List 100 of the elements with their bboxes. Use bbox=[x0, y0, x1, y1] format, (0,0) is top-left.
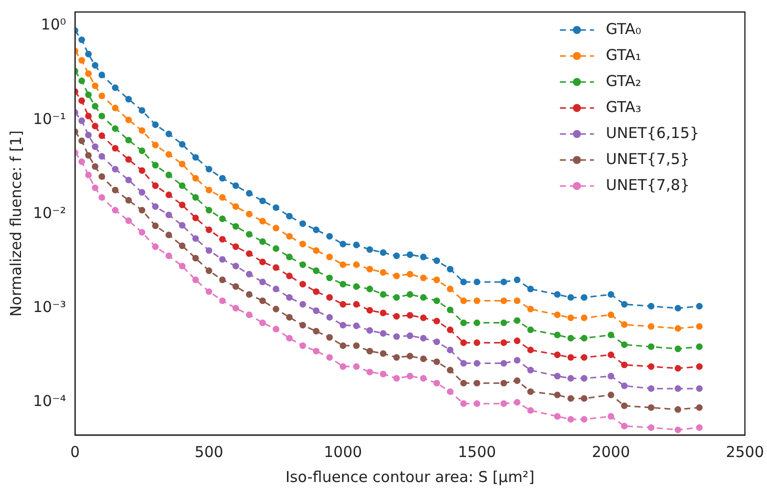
point bbox=[446, 388, 454, 395]
point bbox=[299, 261, 306, 268]
x-axis-title: Iso-fluence contour area: S [μm²] bbox=[286, 468, 534, 486]
y-tick-label: 10⁻¹ bbox=[32, 110, 66, 128]
point bbox=[527, 388, 534, 395]
point bbox=[312, 307, 320, 314]
point bbox=[192, 154, 199, 161]
point bbox=[112, 166, 119, 172]
point bbox=[353, 261, 360, 268]
point bbox=[554, 332, 561, 338]
point bbox=[621, 341, 628, 348]
point bbox=[166, 212, 172, 218]
point bbox=[420, 254, 427, 260]
point bbox=[608, 312, 614, 318]
point bbox=[366, 368, 374, 376]
legend-label: UNET{7,8} bbox=[606, 176, 690, 194]
point bbox=[326, 233, 333, 240]
point bbox=[648, 363, 654, 370]
point bbox=[286, 233, 293, 240]
point bbox=[219, 174, 226, 182]
point bbox=[166, 252, 172, 260]
point bbox=[232, 243, 240, 250]
point bbox=[527, 366, 534, 374]
point bbox=[312, 267, 320, 274]
point bbox=[380, 370, 386, 378]
point bbox=[125, 176, 132, 184]
point bbox=[286, 334, 293, 342]
point bbox=[78, 158, 86, 165]
point bbox=[98, 173, 106, 180]
point bbox=[608, 291, 614, 298]
point bbox=[112, 206, 119, 214]
point bbox=[326, 294, 333, 301]
point bbox=[406, 352, 414, 360]
point bbox=[696, 323, 703, 330]
y-tick-label: 10⁻³ bbox=[32, 298, 66, 316]
point bbox=[420, 375, 427, 382]
point bbox=[366, 307, 374, 314]
point bbox=[259, 319, 266, 326]
point bbox=[98, 194, 106, 201]
y-tick-label: 10⁻² bbox=[32, 204, 66, 222]
point bbox=[286, 272, 293, 280]
point bbox=[272, 204, 280, 211]
point bbox=[696, 302, 703, 310]
point bbox=[621, 422, 628, 430]
point bbox=[152, 162, 159, 169]
point bbox=[78, 78, 86, 84]
point bbox=[460, 339, 467, 346]
point bbox=[433, 338, 440, 346]
x-tick-label: 2500 bbox=[726, 442, 764, 461]
point bbox=[312, 328, 320, 334]
point bbox=[92, 82, 98, 90]
point bbox=[178, 222, 186, 229]
point bbox=[138, 107, 146, 114]
point bbox=[286, 294, 293, 301]
point bbox=[353, 283, 360, 290]
point bbox=[78, 56, 86, 64]
point bbox=[527, 326, 534, 334]
point bbox=[500, 339, 508, 346]
point bbox=[232, 203, 240, 210]
point bbox=[420, 294, 427, 301]
point bbox=[340, 322, 346, 328]
legend-label: GTA₀ bbox=[606, 20, 642, 38]
point bbox=[178, 141, 186, 148]
point bbox=[674, 385, 682, 392]
point bbox=[152, 222, 159, 230]
point bbox=[696, 404, 703, 411]
point bbox=[406, 251, 414, 258]
point bbox=[380, 350, 386, 357]
point bbox=[406, 291, 414, 298]
point bbox=[474, 380, 480, 386]
point bbox=[259, 198, 266, 204]
point bbox=[514, 399, 520, 406]
point bbox=[567, 334, 574, 342]
point bbox=[92, 143, 98, 150]
point bbox=[299, 342, 306, 349]
point bbox=[446, 366, 454, 374]
point bbox=[608, 372, 614, 380]
point bbox=[219, 194, 226, 201]
point bbox=[125, 116, 132, 124]
point bbox=[567, 294, 574, 301]
point bbox=[219, 297, 226, 304]
point bbox=[178, 182, 186, 190]
point bbox=[474, 297, 480, 304]
point bbox=[420, 314, 427, 322]
point bbox=[272, 306, 280, 312]
point bbox=[286, 254, 293, 260]
point bbox=[353, 322, 360, 330]
legend-label: GTA₃ bbox=[606, 98, 642, 116]
point bbox=[406, 332, 414, 340]
point bbox=[299, 280, 306, 288]
point bbox=[460, 297, 467, 304]
point bbox=[125, 136, 132, 144]
point bbox=[246, 230, 252, 238]
point bbox=[393, 354, 400, 361]
point bbox=[92, 102, 98, 110]
point bbox=[340, 261, 346, 268]
point bbox=[393, 333, 400, 340]
point bbox=[206, 166, 212, 172]
point bbox=[514, 338, 520, 344]
point bbox=[85, 152, 92, 159]
